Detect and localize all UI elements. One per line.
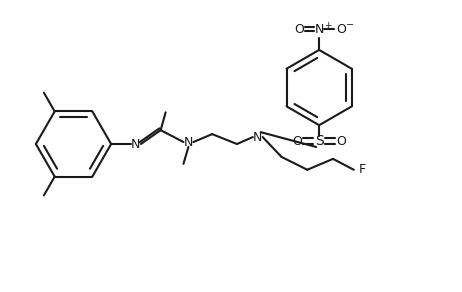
Text: +: + (324, 21, 332, 30)
Text: O: O (292, 135, 302, 147)
Text: O: O (294, 22, 304, 36)
Text: N: N (131, 138, 140, 150)
Text: N: N (315, 22, 324, 36)
Text: O: O (336, 135, 346, 147)
Text: S: S (315, 134, 323, 148)
Text: −: − (346, 20, 354, 30)
Text: O: O (336, 22, 346, 36)
Text: F: F (359, 163, 366, 176)
Text: N: N (253, 131, 262, 144)
Text: N: N (184, 135, 193, 149)
